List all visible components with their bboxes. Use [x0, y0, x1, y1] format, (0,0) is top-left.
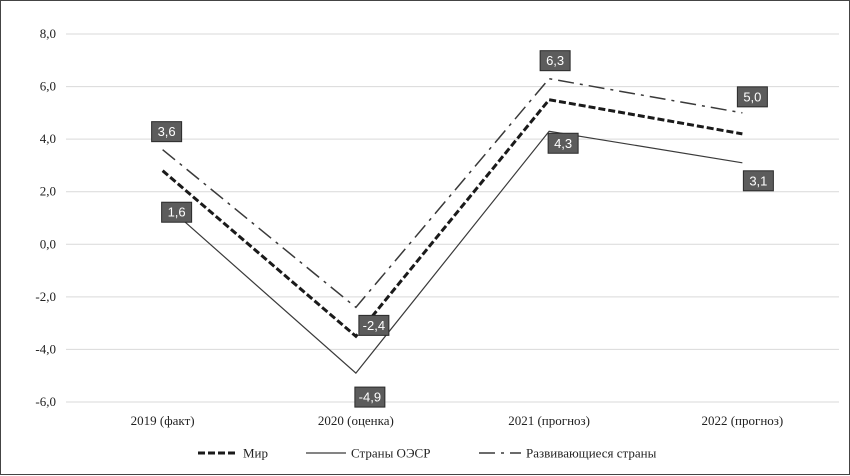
data-label: 4,3	[554, 136, 572, 151]
legend-label: Страны ОЭСР	[351, 446, 430, 461]
data-label-box	[354, 386, 386, 408]
x-tick-label: 2020 (оценка)	[318, 413, 394, 428]
data-label-box	[742, 170, 774, 192]
data-label: 3,1	[749, 173, 767, 188]
y-tick-label: 6,0	[40, 79, 56, 94]
data-label: 3,6	[158, 124, 176, 139]
y-tick-label: 8,0	[40, 26, 56, 41]
series-line-2	[162, 77, 743, 309]
data-label: 6,3	[546, 53, 564, 68]
legend-label: Мир	[243, 446, 268, 461]
series-line-1	[162, 130, 743, 374]
x-tick-label: 2021 (прогноз)	[508, 413, 590, 428]
data-label-box	[539, 50, 571, 72]
x-tick-label: 2022 (прогноз)	[701, 413, 783, 428]
y-tick-label: 4,0	[40, 131, 56, 146]
data-label-box	[151, 121, 183, 143]
y-tick-label: 2,0	[40, 184, 56, 199]
data-label: 5,0	[743, 89, 761, 104]
x-tick-label: 2019 (факт)	[131, 413, 195, 428]
y-tick-label: 0,0	[40, 236, 56, 251]
legend-label: Развивающиеся страны	[526, 446, 657, 461]
data-label-box	[736, 86, 768, 108]
data-label-box	[358, 314, 390, 336]
data-label-box	[547, 132, 579, 154]
y-tick-label: -2,0	[35, 289, 56, 304]
data-label-box	[161, 201, 193, 223]
data-label: 1,6	[168, 205, 186, 220]
series-line-0	[161, 98, 743, 339]
data-label: -4,9	[359, 390, 381, 405]
y-tick-label: -6,0	[35, 394, 56, 409]
data-label: -2,4	[363, 318, 385, 333]
y-tick-label: -4,0	[35, 341, 56, 356]
